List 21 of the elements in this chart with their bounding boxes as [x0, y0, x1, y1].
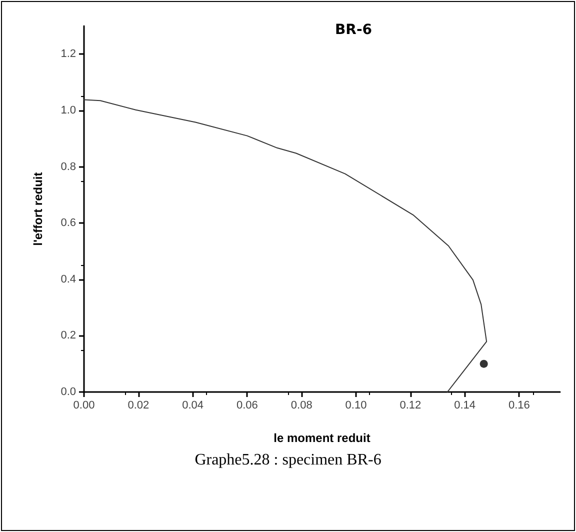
x-tick-label: 0.14 [454, 400, 476, 412]
y-tick-label: 0.4 [60, 273, 76, 286]
y-tick-label: 0.0 [60, 386, 76, 398]
x-tick-label: 0.00 [73, 400, 95, 412]
y-tick-label: 1.0 [60, 104, 76, 116]
chart-title: BR-6 [335, 22, 372, 38]
x-tick-label: 0.02 [128, 400, 150, 412]
caption: Graphe5.28 : specimen BR-6 [194, 452, 382, 468]
x-axis-title: le moment reduit [274, 431, 370, 445]
line-series [84, 99, 488, 392]
x-tick-label: 0.06 [236, 400, 258, 412]
x-tick-label: 0.08 [290, 400, 312, 412]
x-tick-label: 0.10 [345, 400, 367, 412]
x-tick-label: 0.12 [400, 400, 422, 412]
y-tick-label: 1.2 [60, 48, 76, 60]
y-axis-title: l'effort reduit [31, 172, 45, 246]
y-tick-label: 0.2 [60, 330, 76, 342]
y-tick-label: 0.6 [60, 217, 76, 230]
x-tick-label: 0.04 [182, 400, 204, 412]
x-tick-label: 0.16 [508, 400, 530, 412]
y-tick-label: 0.8 [60, 160, 76, 173]
